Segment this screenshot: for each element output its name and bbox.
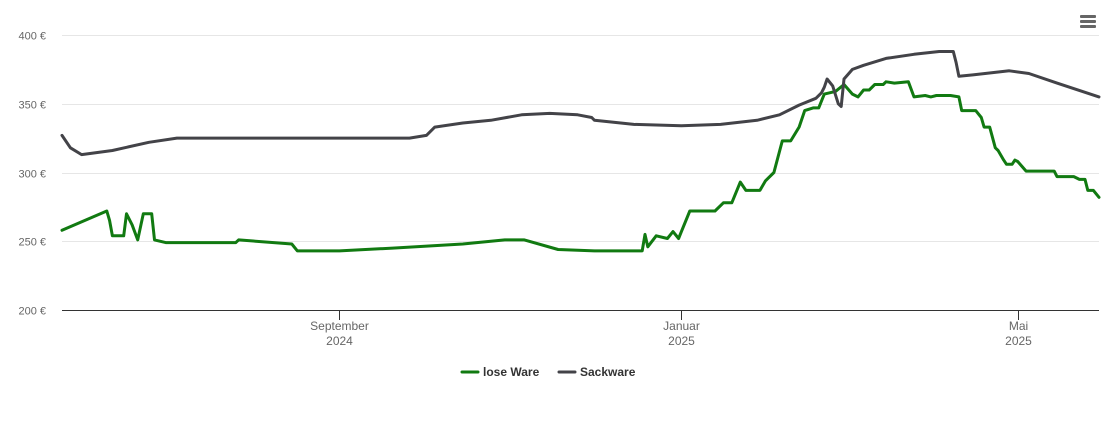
series-line-sackware[interactable] <box>60 50 1101 157</box>
x-tick-label-month: Mai <box>1009 319 1028 333</box>
legend-item-sackware[interactable]: Sackware <box>557 365 636 379</box>
hamburger-menu-bar <box>1080 20 1096 23</box>
legend-label: Sackware <box>580 365 636 379</box>
y-tick-label: 400 € <box>18 31 46 43</box>
chart-menu-button[interactable] <box>1074 10 1102 34</box>
grid-lines <box>62 35 1099 242</box>
y-tick-label: 350 € <box>18 100 46 112</box>
x-tick-label-month: September <box>310 319 369 333</box>
y-tick-label: 250 € <box>18 237 46 249</box>
x-tick-label-month: Januar <box>663 319 700 333</box>
y-tick-label: 200 € <box>18 306 46 318</box>
hamburger-menu-bar <box>1080 25 1096 28</box>
series-lines <box>60 50 1101 253</box>
legend-item-lose-ware[interactable]: lose Ware <box>460 365 540 379</box>
y-tick-label: 300 € <box>18 169 46 181</box>
hamburger-menu-icon <box>1080 15 1096 18</box>
y-axis: 200 € 250 € 300 € 350 € 400 € <box>18 31 46 318</box>
legend: lose Ware Sackware <box>460 365 636 379</box>
legend-label: lose Ware <box>483 365 540 379</box>
x-tick-label-year: 2025 <box>1005 334 1032 348</box>
series-line-lose-ware[interactable] <box>60 80 1101 253</box>
x-tick-label-year: 2024 <box>326 334 353 348</box>
x-tick-label-year: 2025 <box>668 334 695 348</box>
